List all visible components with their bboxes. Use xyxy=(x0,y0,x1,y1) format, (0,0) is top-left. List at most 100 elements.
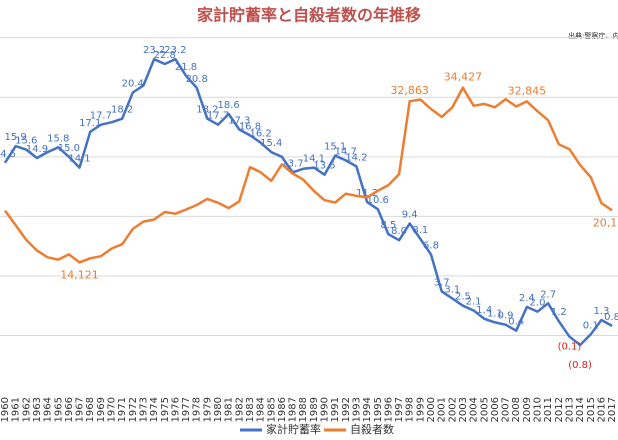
x-tick-label: 1994 xyxy=(362,397,373,422)
x-tick-label: 2003 xyxy=(458,397,469,422)
data-label: 23.2 xyxy=(143,45,165,56)
x-tick-label: 1962 xyxy=(21,397,32,422)
data-label: 18.6 xyxy=(218,100,240,111)
data-label: 0.4 xyxy=(508,317,524,328)
data-label: 14.9 xyxy=(26,144,48,155)
x-tick-label: 1980 xyxy=(213,397,224,422)
x-tick-label: 2015 xyxy=(586,397,597,422)
x-tick-label: 1989 xyxy=(309,397,320,422)
chart-title: 家計貯蓄率と自殺者数の年推移 xyxy=(197,6,421,25)
x-tick-label: 1982 xyxy=(234,397,245,422)
data-label: 14.1 xyxy=(303,154,325,165)
x-tick-label: 1977 xyxy=(181,397,192,422)
x-tick-label: 1965 xyxy=(53,397,64,422)
x-tick-label: 2010 xyxy=(533,397,544,422)
x-tick-label: 1970 xyxy=(107,397,118,422)
x-tick-label: 1979 xyxy=(202,397,213,422)
data-label: 2.4 xyxy=(519,293,535,304)
x-tick-label: 1960 xyxy=(0,397,11,422)
data-label: 17.7 xyxy=(207,111,229,122)
data-label: 8.1 xyxy=(412,225,428,236)
x-tick-label: 1971 xyxy=(117,397,128,422)
data-label: 2.5 xyxy=(455,292,471,303)
x-tick-label: 2012 xyxy=(554,397,565,422)
data-label: 20.4 xyxy=(122,79,144,90)
data-label: 18.2 xyxy=(196,105,218,116)
x-tick-label: 1967 xyxy=(75,397,86,422)
x-tick-label: 1963 xyxy=(32,397,43,422)
data-label: 15.1 xyxy=(324,142,346,153)
series-line xyxy=(3,57,613,347)
data-label: 8.5 xyxy=(380,220,396,231)
x-tick-label: 2004 xyxy=(469,397,480,422)
x-tick-label: 1975 xyxy=(160,397,171,422)
data-label: 14.1 xyxy=(68,154,90,165)
data-label: 20,168 xyxy=(593,216,618,229)
data-label: 18.2 xyxy=(111,105,133,116)
data-label: 32,845 xyxy=(508,84,547,97)
x-tick-label: 1976 xyxy=(170,397,181,422)
x-tick-label: 1984 xyxy=(256,397,267,422)
x-tick-label: 1999 xyxy=(415,397,426,422)
data-label: 17.1 xyxy=(79,118,101,129)
x-tick-label: 1998 xyxy=(405,397,416,422)
data-label: 1.3 xyxy=(593,306,609,317)
x-tick-label: 2014 xyxy=(575,397,586,422)
data-label: 17.3 xyxy=(228,115,250,126)
data-label: 15.9 xyxy=(5,132,27,143)
data-label: 9.4 xyxy=(402,210,418,221)
legend-label: 自殺者数 xyxy=(350,422,394,436)
data-label: 14.2 xyxy=(345,152,367,163)
x-tick-label: 2000 xyxy=(426,397,437,422)
data-label: 23.2 xyxy=(164,45,186,56)
x-tick-label: 1996 xyxy=(383,397,394,422)
data-label: 0.1 xyxy=(583,320,599,331)
data-label: 14,121 xyxy=(60,268,99,281)
x-tick-label: 1987 xyxy=(288,397,299,422)
data-label: 15.8 xyxy=(47,133,69,144)
data-label: 0.9 xyxy=(498,311,514,322)
data-label: 22.8 xyxy=(154,50,176,61)
x-tick-label: 1992 xyxy=(341,397,352,422)
data-label: 13.5 xyxy=(313,161,335,172)
data-label: 8.0 xyxy=(391,226,407,237)
x-tick-label: 2009 xyxy=(522,397,533,422)
data-label: 16.2 xyxy=(249,129,271,140)
x-tick-label: 1986 xyxy=(277,397,288,422)
data-label: 15.0 xyxy=(58,143,80,154)
x-tick-label: 1985 xyxy=(266,397,277,422)
x-tick-label: 1981 xyxy=(224,397,235,422)
x-tick-label: 1988 xyxy=(298,397,309,422)
x-tick-label: 1990 xyxy=(320,397,331,422)
x-tick-label: 2016 xyxy=(596,397,607,422)
x-tick-label: 1993 xyxy=(351,397,362,422)
data-label: 17.7 xyxy=(90,111,112,122)
x-tick-label: 2013 xyxy=(564,397,575,422)
x-tick-label: 1972 xyxy=(128,397,139,422)
data-label: 2.1 xyxy=(466,296,482,307)
source: 出典:警察庁、内閣 xyxy=(568,31,618,40)
series-line xyxy=(3,86,613,264)
x-tick-label: 1978 xyxy=(192,397,203,422)
data-label: 21.8 xyxy=(175,62,197,73)
data-label: (0.8) xyxy=(568,360,592,371)
data-label: 2.7 xyxy=(540,289,556,300)
x-tick-label: 1983 xyxy=(245,397,256,422)
data-label: 6.8 xyxy=(423,240,439,251)
x-tick-label: 2017 xyxy=(607,397,618,422)
x-tick-label: 2006 xyxy=(490,397,501,422)
x-tick-label: 1997 xyxy=(394,397,405,422)
x-tick-label: 2002 xyxy=(447,397,458,422)
data-label: 0.8 xyxy=(604,312,618,323)
data-label: 20.8 xyxy=(186,74,208,85)
data-label: 1.4 xyxy=(476,305,492,316)
legend-label: 家計貯蓄率 xyxy=(266,422,321,436)
data-label: 14.7 xyxy=(335,146,357,157)
x-tick-label: 2001 xyxy=(437,397,448,422)
x-tick-label: 2008 xyxy=(511,397,522,422)
x-tick-label: 1964 xyxy=(43,397,54,422)
data-label: 1.2 xyxy=(551,307,567,318)
x-tick-label: 1961 xyxy=(11,397,22,422)
data-label: 1.1 xyxy=(487,308,503,319)
